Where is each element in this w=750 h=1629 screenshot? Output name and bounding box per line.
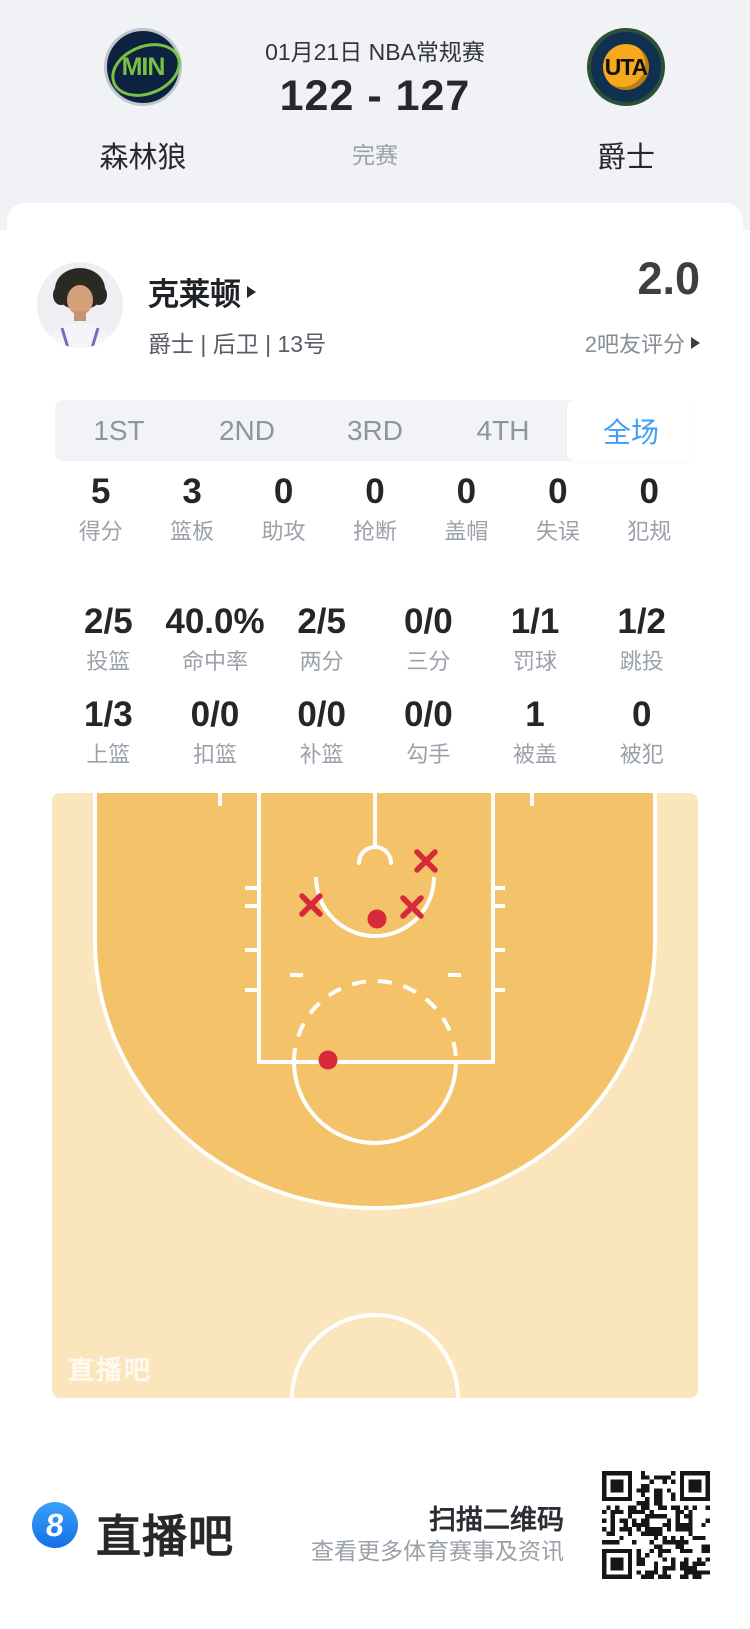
away-team-name: 爵士: [596, 142, 655, 174]
shot-chart-court: [52, 793, 698, 1398]
match-status: 完赛: [352, 142, 398, 168]
jazz-logo-icon: UTA: [587, 28, 665, 106]
basketball-icon: [603, 44, 649, 90]
stat-fouled: 0 被犯: [619, 695, 664, 767]
stat-3pt: 0/0 三分: [404, 602, 453, 674]
stat-rebounds: 3 篮板: [170, 472, 215, 544]
zhibo8-logo-icon[interactable]: 8: [32, 1502, 78, 1548]
player-avatar-illustration: [47, 268, 113, 348]
stats-row-basic: 5 得分 3 篮板 0 助攻 0 抢断 0 盖帽 0 失误 0 犯规: [55, 470, 695, 546]
tab-3rd[interactable]: 3RD: [346, 414, 403, 446]
away-team[interactable]: UTA 爵士: [546, 28, 706, 176]
stats-row-shooting: 2/5 投篮 40.0% 命中率 2/5 两分 0/0 三分 1/1 罚球 1/2 跳投: [55, 600, 695, 676]
tab-2nd[interactable]: 2ND: [218, 414, 275, 446]
timberwolves-logo-icon: MIN: [103, 28, 189, 107]
stat-ft: 1/1 罚球: [510, 602, 560, 674]
stat-blocks: 0 盖帽: [444, 472, 489, 544]
player-name-row[interactable]: 克莱顿: [148, 269, 256, 314]
shot-marks: [299, 849, 438, 1070]
stat-fouls: 0 犯规: [627, 472, 672, 544]
stat-layup: 1/3 上篮: [84, 695, 133, 767]
stat-assists: 0 助攻: [261, 472, 306, 544]
chevron-right-icon: [247, 285, 256, 298]
stat-2pt: 2/5 两分: [297, 602, 346, 674]
stat-fg: 2/5 投篮: [84, 602, 133, 674]
home-team[interactable]: MIN 森林狼: [63, 28, 223, 176]
stat-tipin: 0/0 补篮: [297, 695, 346, 767]
home-team-abbr: MIN: [121, 52, 166, 81]
tab-1st[interactable]: 1ST: [93, 414, 145, 446]
footer-brand: 直播吧: [96, 1511, 235, 1562]
court-watermark: 直播吧: [68, 1355, 153, 1385]
home-team-name: 森林狼: [99, 142, 187, 174]
away-team-abbr: UTA: [604, 53, 649, 80]
player-avatar[interactable]: [37, 262, 123, 348]
qr-scan-subtitle: 查看更多体育赛事及资讯: [311, 1538, 564, 1564]
tab-4th[interactable]: 4TH: [476, 414, 530, 446]
match-score: 122 - 127: [279, 72, 471, 120]
stat-fg-pct: 40.0% 命中率: [165, 602, 265, 674]
stat-steals: 0 抢断: [352, 472, 397, 544]
quarter-tabbar: 1ST 2ND 3RD 4TH 全场: [55, 400, 695, 461]
chevron-right-icon: [691, 337, 700, 349]
stat-blocked: 1 被盖: [513, 695, 558, 767]
stat-dunk: 0/0 扣篮: [190, 695, 240, 767]
rating-votes-label: 2吧友评分: [584, 332, 685, 357]
player-meta: 爵士 | 后卫 | 13号: [148, 331, 327, 357]
qr-scan-title: 扫描二维码: [429, 1505, 564, 1535]
player-name: 克莱顿: [148, 277, 241, 312]
player-rating: 2.0: [637, 253, 700, 304]
stat-hook: 0/0 勾手: [404, 695, 453, 767]
stat-turnovers: 0 失误: [535, 472, 580, 544]
stats-row-shot-types: 1/3 上篮 0/0 扣篮 0/0 补篮 0/0 勾手 1 被盖 0 被犯: [55, 693, 695, 769]
stat-points: 5 得分: [78, 472, 123, 544]
rating-votes-row[interactable]: 2吧友评分: [585, 327, 700, 359]
stat-jumpshot: 1/2 跳投: [617, 602, 667, 674]
tab-full-game[interactable]: 全场: [567, 400, 695, 461]
match-date: 01月21日 NBA常规赛: [265, 39, 485, 65]
qr-code: [602, 1471, 710, 1579]
